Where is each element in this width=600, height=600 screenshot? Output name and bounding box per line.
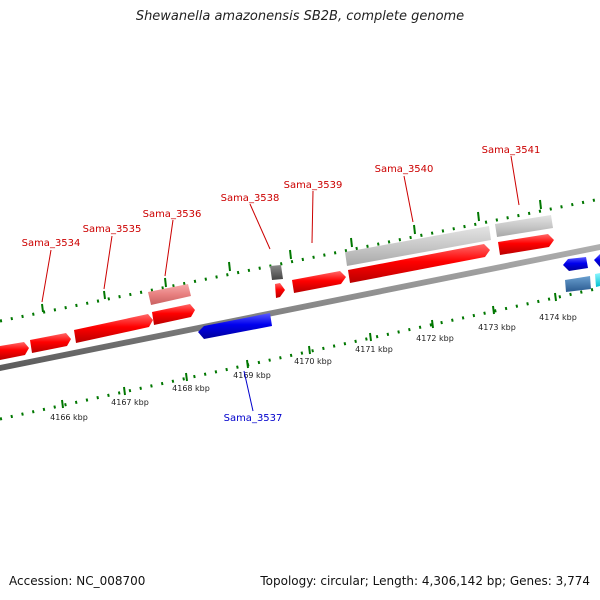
gene-label-leaders: [41, 155, 520, 412]
gene-arrow-reverse[interactable]: [563, 257, 588, 271]
reverse-genes: [198, 254, 600, 339]
gene-box-gray[interactable]: [345, 226, 491, 266]
forward-genes: [0, 234, 554, 360]
gene-arrow-forward[interactable]: [498, 234, 554, 255]
scale-label: 4171 kbp: [355, 345, 393, 354]
gene-arrow-forward[interactable]: [30, 333, 71, 353]
gene-arrow-forward[interactable]: [292, 271, 346, 293]
gene-arrow-forward[interactable]: [152, 304, 195, 325]
scale-label: 4167 kbp: [111, 398, 149, 407]
gene-arrow-forward[interactable]: [348, 244, 490, 283]
scale-label: 4173 kbp: [478, 323, 516, 332]
gene-label[interactable]: Sama_3536: [143, 209, 202, 220]
gene-arrow-forward[interactable]: [0, 342, 29, 360]
gene-arrow-reverse[interactable]: [198, 313, 272, 339]
scale-label: 4169 kbp: [233, 371, 271, 380]
scale-labels: 4166 kbp 4167 kbp 4168 kbp 4169 kbp 4170…: [50, 313, 577, 422]
gene-label[interactable]: Sama_3538: [221, 193, 280, 204]
genome-title: Shewanella amazonensis SB2B, complete ge…: [135, 9, 465, 24]
forward-tick-ring: [0, 197, 600, 323]
gene-box-cyan[interactable]: [595, 273, 600, 287]
scale-label: 4172 kbp: [416, 334, 454, 343]
accession-text: Accession: NC_008700: [9, 574, 146, 588]
gene-label[interactable]: Sama_3540: [375, 164, 434, 175]
scale-label: 4174 kbp: [539, 313, 577, 322]
gene-box-gray[interactable]: [495, 215, 553, 237]
gene-box-dark[interactable]: [270, 265, 283, 280]
topology-text: Topology: circular; Length: 4,306,142 bp…: [260, 574, 590, 588]
gene-labels: Sama_3534 Sama_3535 Sama_3536 Sama_3538 …: [22, 145, 541, 424]
scale-label: 4170 kbp: [294, 357, 332, 366]
gene-label[interactable]: Sama_3541: [482, 145, 541, 156]
gene-arrow-reverse[interactable]: [594, 254, 600, 267]
gene-label[interactable]: Sama_3539: [284, 180, 343, 191]
gene-arrow-forward[interactable]: [74, 314, 153, 343]
scale-label: 4166 kbp: [50, 413, 88, 422]
gene-label[interactable]: Sama_3534: [22, 238, 81, 249]
gene-arrow-forward[interactable]: [275, 283, 285, 298]
genome-backbone: [0, 244, 600, 371]
scale-label: 4168 kbp: [172, 384, 210, 393]
gene-label[interactable]: Sama_3537: [224, 413, 283, 424]
gene-box-teal[interactable]: [565, 276, 591, 292]
other-forward-features: [148, 215, 553, 305]
gene-label[interactable]: Sama_3535: [83, 224, 142, 235]
gene-box-pink[interactable]: [148, 284, 191, 305]
reverse-tick-ring: [0, 286, 600, 421]
